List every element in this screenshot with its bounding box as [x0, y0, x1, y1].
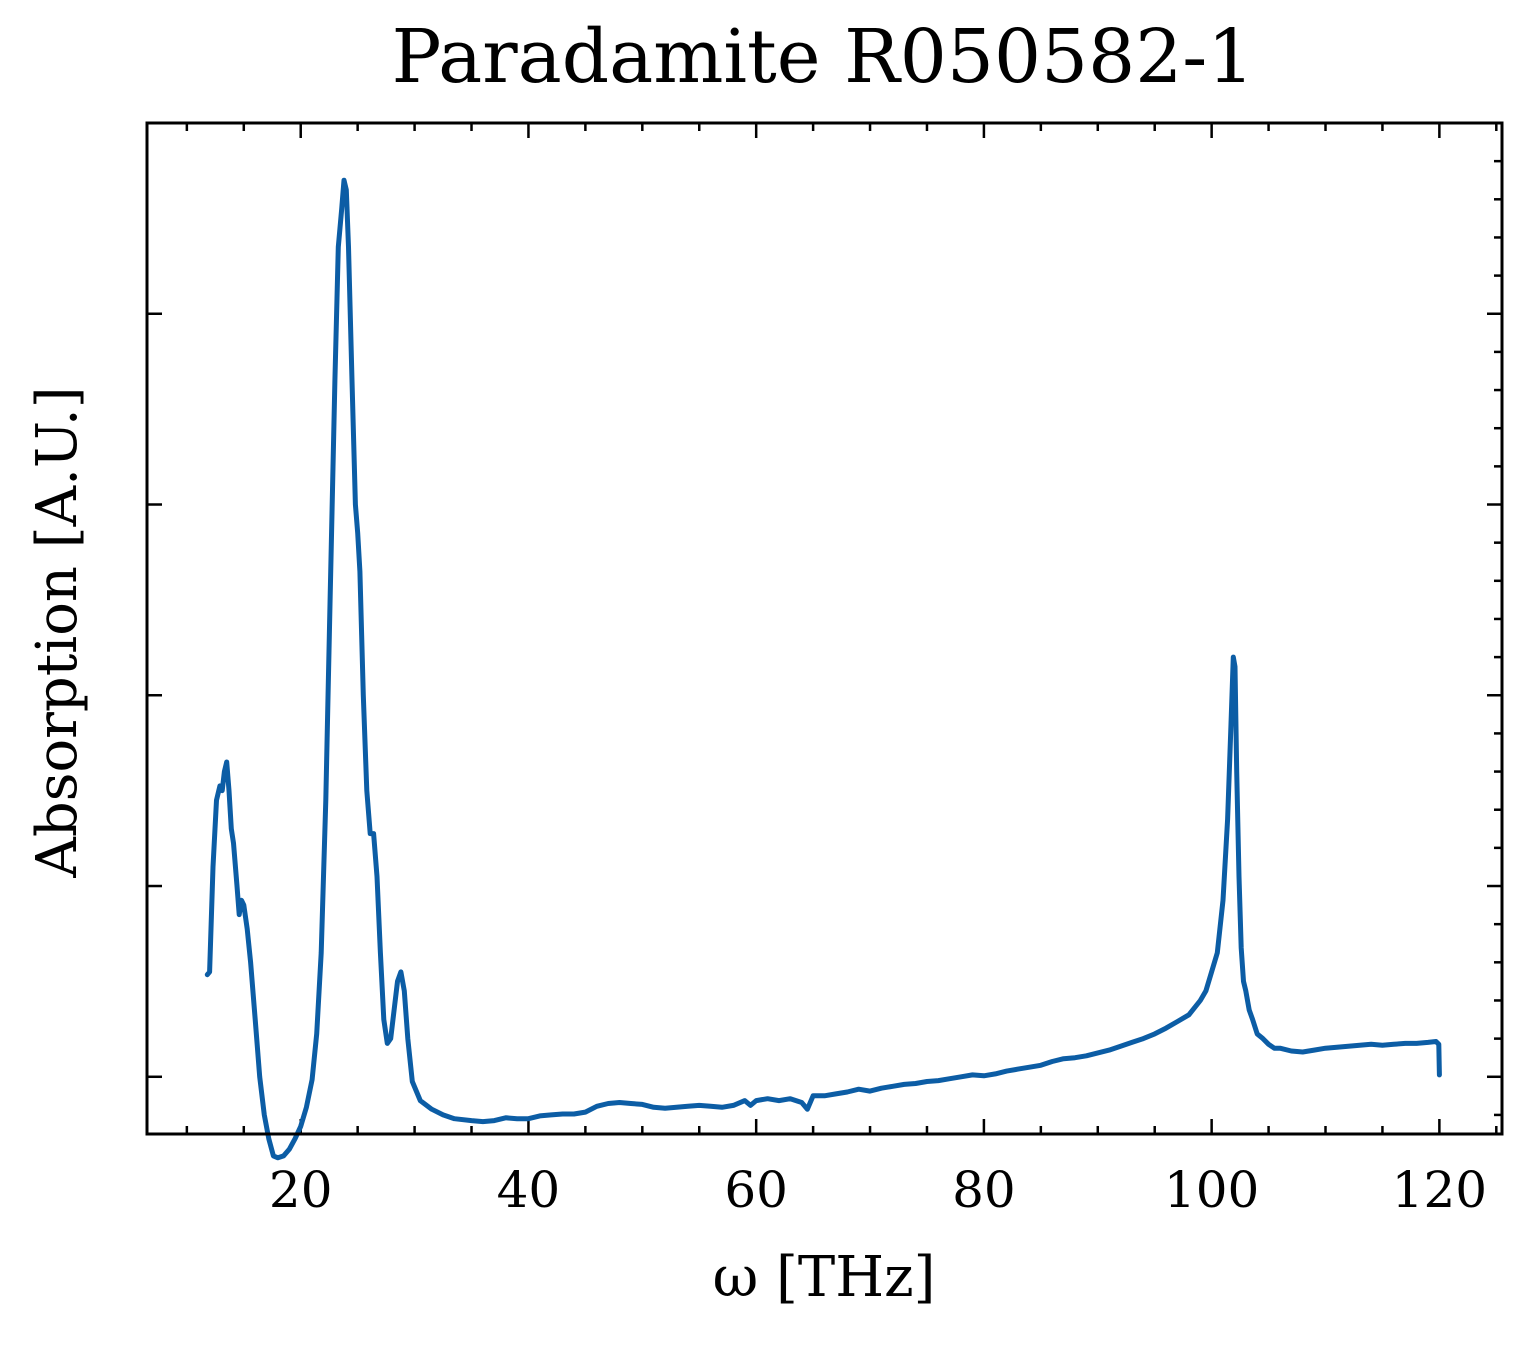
x-minor-ticks — [185, 123, 1498, 1134]
x-tick-label: 80 — [952, 1161, 1016, 1219]
y-axis-label: Absorption [A.U.] — [25, 386, 90, 878]
chart-title: Paradamite R050582-1 — [392, 14, 1255, 100]
plot-frame — [145, 121, 1504, 1136]
series-line — [204, 177, 1442, 1161]
x-tick-labels: 20 40 60 80 100 120 — [269, 1161, 1487, 1219]
x-tick-label: 60 — [724, 1161, 788, 1219]
x-tick-label: 120 — [1392, 1161, 1487, 1219]
x-tick-label: 40 — [497, 1161, 561, 1219]
x-tick-label: 100 — [1164, 1161, 1259, 1219]
x-axis-label: ω [THz] — [713, 1245, 936, 1310]
x-tick-label: 20 — [269, 1161, 333, 1219]
y-major-ticks — [147, 312, 1502, 1079]
x-major-ticks — [299, 123, 1441, 1134]
